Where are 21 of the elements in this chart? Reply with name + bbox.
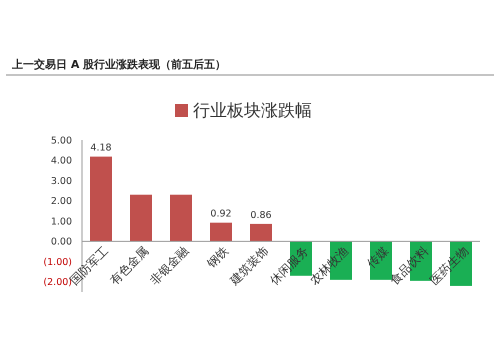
x-tick-label: 有色金属 xyxy=(107,244,152,288)
data-label: 0.86 xyxy=(250,210,272,221)
data-label: 4.18 xyxy=(90,142,112,154)
bar xyxy=(170,194,192,242)
bar xyxy=(210,222,232,242)
y-tick-label: 5.00 xyxy=(50,135,72,146)
y-tick-label: 1.00 xyxy=(50,216,72,228)
y-tick-label: (1.00) xyxy=(43,256,72,268)
legend-label: 行业板块涨跌幅 xyxy=(193,101,312,121)
bar xyxy=(250,224,272,242)
y-tick-label: 4.00 xyxy=(50,156,72,167)
data-label: 0.92 xyxy=(210,208,232,220)
y-tick-label: (2.00) xyxy=(43,277,72,288)
bar xyxy=(90,156,112,242)
y-tick-label: 3.00 xyxy=(50,176,72,187)
y-tick-label: 2.00 xyxy=(50,196,72,208)
y-tick-label: 0.00 xyxy=(50,236,72,248)
x-tick-label: 传媒 xyxy=(364,244,392,270)
chart-title: 上一交易日 A 股行业涨跌表现（前五后五） xyxy=(11,58,226,71)
x-tick-label: 医药生物 xyxy=(427,244,472,288)
bar xyxy=(130,194,152,242)
